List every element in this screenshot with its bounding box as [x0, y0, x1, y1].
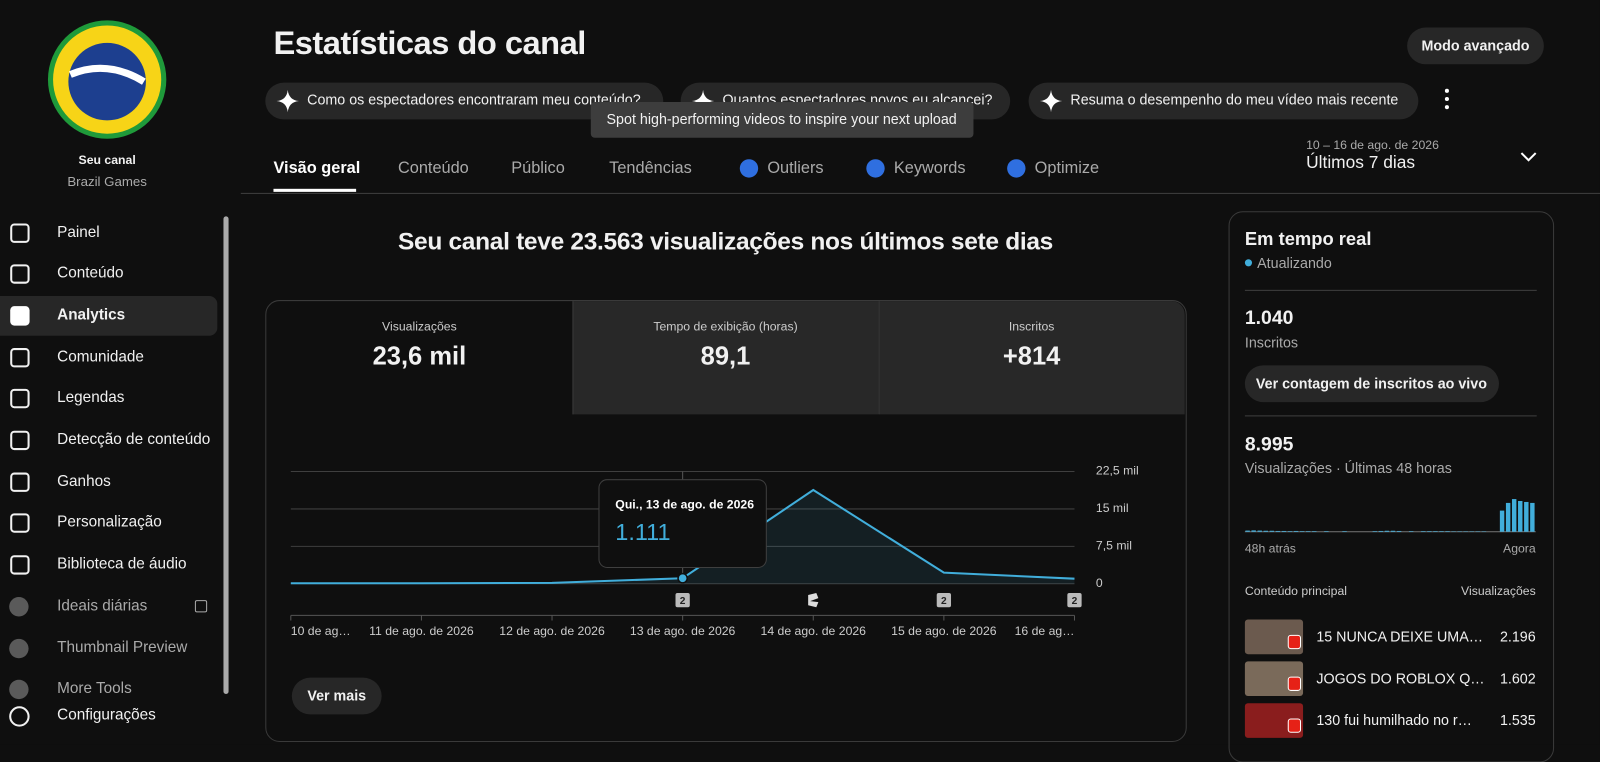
nav-item[interactable]: Ganhos [57, 473, 111, 491]
shorts-badge [1288, 635, 1301, 649]
tab[interactable]: Conteúdo [398, 159, 469, 179]
nav-iq-icon [9, 680, 28, 699]
nav-item[interactable]: More Tools [57, 680, 132, 698]
status-dot [1245, 259, 1252, 266]
subscriber-count: 1.040 [1245, 308, 1294, 331]
tab-underline [273, 189, 356, 192]
tab[interactable]: Público [511, 159, 565, 179]
tooltip-text: Spot high-performing videos to inspire y… [607, 111, 957, 128]
tab-icon [866, 159, 884, 177]
nav-item[interactable]: Detecção de conteúdo [57, 431, 210, 449]
realtime-title: Em tempo real [1245, 229, 1372, 251]
scrollbar [223, 216, 228, 694]
nav-icon [10, 555, 29, 574]
nav-item[interactable]: Biblioteca de áudio [57, 555, 186, 573]
video-title[interactable]: 15 NUNCA DEIXE UMA… [1316, 628, 1483, 645]
video-title[interactable]: 130 fui humilhado no r… [1316, 712, 1472, 729]
live-button-label[interactable]: Ver contagem de inscritos ao vivo [1256, 375, 1487, 392]
nav-icon [10, 224, 29, 243]
nav-item[interactable]: Painel [57, 224, 100, 242]
more-dot [1445, 105, 1449, 109]
nav-icon [10, 473, 29, 492]
prompt-text[interactable]: Resuma o desempenho do meu vídeo mais re… [1070, 91, 1398, 108]
tab[interactable]: Tendências [609, 159, 692, 179]
avatar-globe [68, 43, 146, 121]
channel-label: Seu canal [79, 153, 136, 168]
shorts-badge [1288, 677, 1301, 691]
shorts-badge [1288, 719, 1301, 733]
nav-icon [10, 264, 29, 283]
external-link-icon [195, 600, 207, 612]
nav-icon [10, 348, 29, 367]
nav-item[interactable]: Conteúdo [57, 264, 123, 282]
tab[interactable]: Visão geral [273, 159, 360, 179]
nav-item[interactable]: Comunidade [57, 348, 144, 366]
video-views: 1.535 [1500, 712, 1536, 729]
advanced-button-label[interactable]: Modo avançado [1422, 37, 1530, 54]
channel-avatar[interactable] [46, 18, 168, 140]
settings-icon [9, 706, 29, 726]
sparkle-icon [277, 90, 299, 112]
nav-item[interactable]: Thumbnail Preview [57, 639, 187, 657]
sparkle-icon [1040, 90, 1062, 112]
divider [1245, 415, 1537, 416]
video-views: 1.602 [1500, 670, 1536, 687]
video-views: 2.196 [1500, 628, 1536, 645]
nav-item[interactable]: Personalização [57, 513, 162, 531]
nav-iq-icon [9, 639, 28, 658]
chevron [1521, 153, 1535, 160]
nav-iq-icon [9, 597, 28, 616]
metric-label: Visualizações [382, 319, 457, 334]
tab-icon [740, 159, 758, 177]
nav-settings[interactable]: Configurações [57, 706, 156, 724]
nav-item[interactable]: Legendas [57, 389, 124, 407]
views-count: 8.995 [1245, 434, 1294, 457]
top-content-header: Conteúdo principal [1245, 584, 1347, 599]
views-label: Visualizações · Últimas 48 horas [1245, 460, 1452, 477]
channel-name: Brazil Games [67, 174, 147, 190]
tab-icon [1007, 159, 1025, 177]
analytics-page: Seu canal Brazil Games Painel Conteúdo Analy… [0, 0, 1600, 744]
nav-icon [10, 306, 29, 325]
metric-label: Inscritos [1009, 319, 1055, 334]
metric-label: Tempo de exibição (horas) [653, 319, 797, 334]
nav-icon [10, 513, 29, 532]
subscriber-label: Inscritos [1245, 334, 1298, 351]
nav-icon [10, 389, 29, 408]
headline: Seu canal teve 23.563 visualizações nos … [398, 228, 1053, 257]
realtime-status: Atualizando [1257, 255, 1332, 272]
more-button-label[interactable]: Ver mais [307, 687, 366, 704]
metric-value: 89,1 [701, 341, 751, 372]
nav-item[interactable]: Analytics [57, 306, 125, 324]
more-dot [1445, 97, 1449, 101]
divider [1245, 290, 1537, 291]
tab[interactable]: Outliers [767, 159, 823, 179]
nav-icon [10, 431, 29, 450]
sparkle [277, 90, 299, 112]
top-content-views-header: Visualizações [1461, 584, 1536, 599]
metric-value: +814 [1003, 341, 1060, 372]
more-dot [1445, 89, 1449, 93]
sparkle [1040, 90, 1062, 112]
nav-item[interactable]: Ideais diárias [57, 597, 147, 615]
tab[interactable]: Optimize [1035, 159, 1099, 179]
tabs-divider [241, 193, 1600, 194]
metric-value: 23,6 mil [373, 341, 467, 372]
date-range: 10 – 16 de ago. de 2026 [1306, 138, 1439, 153]
tab[interactable]: Keywords [894, 159, 966, 179]
date-dropdown[interactable] [1519, 151, 1537, 163]
video-title[interactable]: JOGOS DO ROBLOX Q… [1316, 670, 1484, 687]
page-title: Estatísticas do canal [273, 23, 585, 62]
date-period[interactable]: Últimos 7 dias [1306, 153, 1415, 174]
